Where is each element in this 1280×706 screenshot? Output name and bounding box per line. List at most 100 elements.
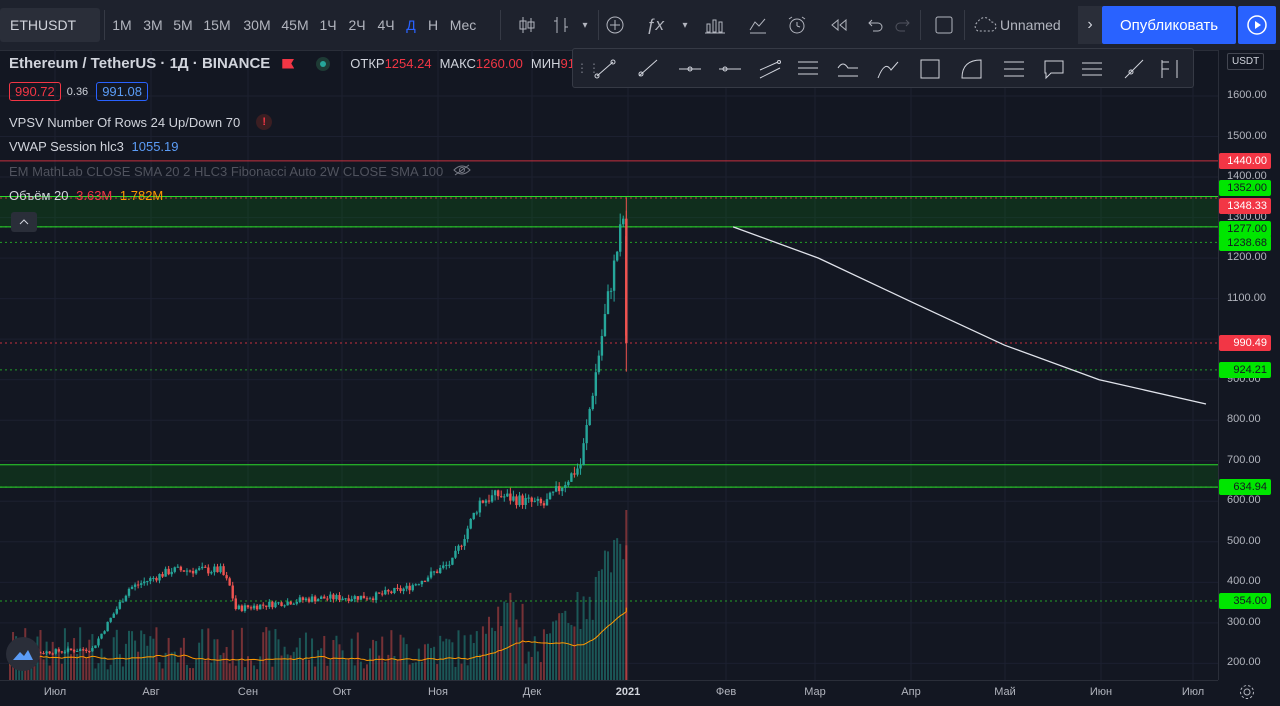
pitchfork-icon[interactable] <box>1079 56 1105 82</box>
publish-button[interactable]: Опубликовать <box>1102 6 1236 44</box>
candle-body <box>399 588 402 592</box>
candle-style-icon[interactable] <box>512 0 542 50</box>
symbol-search[interactable]: ETHUSDT <box>0 8 100 42</box>
candle-body <box>496 490 500 497</box>
replay-icon[interactable] <box>826 0 852 50</box>
candle-body <box>442 565 445 568</box>
horizontal-line-icon[interactable] <box>717 56 743 82</box>
curve-icon[interactable] <box>959 56 985 82</box>
interval-0[interactable]: 1M <box>112 17 132 33</box>
interval-4[interactable]: 30M <box>243 17 271 33</box>
flag-icon[interactable] <box>282 58 295 69</box>
tradingview-logo[interactable] <box>6 637 40 671</box>
candle-body <box>350 599 353 601</box>
error-icon[interactable]: ! <box>256 114 273 130</box>
templates-icon[interactable] <box>745 0 771 50</box>
volume-bar <box>460 663 463 680</box>
settings-gear-icon[interactable] <box>1238 683 1258 701</box>
fullscreen-icon[interactable] <box>930 0 958 50</box>
candle-body <box>121 601 125 603</box>
play-button[interactable] <box>1238 6 1276 44</box>
flat-top-icon[interactable] <box>835 56 861 82</box>
interval-10[interactable]: Н <box>427 17 439 33</box>
regression-icon[interactable] <box>795 56 821 82</box>
interval-2[interactable]: 5M <box>173 17 193 33</box>
indicator-em-mathlab[interactable]: EM MathLab CLOSE SMA 20 2 HLC3 Fibonacci… <box>9 164 471 179</box>
path-icon[interactable] <box>1121 56 1147 82</box>
interval-9[interactable]: Д <box>406 17 416 33</box>
price-label: 1352.00 <box>1219 180 1271 197</box>
price-axis[interactable]: USDT 1600.00 1500.00 1400.00 1300.00 1200.00… <box>1218 50 1280 680</box>
indicator-vpsv[interactable]: VPSV Number Of Rows 24 Up/Down 70 ! <box>9 114 273 130</box>
brush-icon[interactable] <box>875 56 901 82</box>
candle-body <box>88 651 91 653</box>
candle-body <box>158 574 161 581</box>
interval-1[interactable]: 3M <box>143 17 163 33</box>
parallel-channel-icon[interactable] <box>757 56 783 82</box>
collapse-legend-button[interactable] <box>11 212 37 232</box>
high-value: 1260.00 <box>475 56 523 71</box>
interval-7[interactable]: 2Ч <box>348 17 366 33</box>
candle-body <box>118 601 122 609</box>
financials-icon[interactable] <box>702 0 728 50</box>
interval-5[interactable]: 45M <box>281 17 309 33</box>
volume-bar <box>411 663 414 680</box>
candle-body <box>103 631 106 634</box>
currency-button[interactable]: USDT <box>1227 53 1265 70</box>
candle-body <box>231 585 234 599</box>
drag-handle-icon[interactable]: ⋮⋮ <box>576 61 600 75</box>
interval-11[interactable]: Мес <box>449 17 477 33</box>
chevron-down-icon[interactable]: ▾ <box>582 19 588 31</box>
volume-bar <box>573 626 576 680</box>
volume-bar <box>533 636 536 680</box>
price-tick: 200.00 <box>1227 656 1261 669</box>
candle-body <box>97 638 100 646</box>
volume-bar <box>539 662 542 680</box>
candle-body <box>402 588 405 592</box>
eye-hidden-icon[interactable] <box>453 164 471 179</box>
trend-line-icon[interactable] <box>593 56 619 82</box>
interval-8[interactable]: 4Ч <box>377 17 395 33</box>
candle-body <box>561 487 564 492</box>
volume-bar <box>225 646 228 680</box>
indicator-value: 3.63M <box>76 188 113 203</box>
price-label: 354.00 <box>1219 592 1271 609</box>
compare-plus-icon[interactable] <box>602 0 628 50</box>
bid-price-button[interactable]: 990.72 <box>9 82 61 101</box>
volume-bar <box>286 654 289 680</box>
indicators-fx-icon[interactable]: ƒx <box>646 15 664 34</box>
layout-name[interactable]: Unnamed <box>1000 17 1061 33</box>
volume-bar <box>408 664 411 680</box>
volume-bar <box>79 627 82 680</box>
chevron-down-icon[interactable]: ▾ <box>682 19 688 31</box>
ray-icon[interactable] <box>635 56 661 82</box>
alert-clock-icon[interactable] <box>784 0 810 50</box>
horizontal-ray-icon[interactable] <box>677 56 703 82</box>
volume-bar <box>356 632 359 680</box>
undo-icon[interactable] <box>862 0 888 50</box>
chart-type-icon[interactable] <box>546 0 576 50</box>
redo-icon[interactable] <box>890 0 916 50</box>
candle-body <box>509 493 512 501</box>
candle-body <box>554 486 558 492</box>
chevron-right-icon[interactable]: › <box>1078 6 1102 44</box>
price-chart[interactable] <box>0 50 1218 680</box>
candle-body <box>512 496 515 501</box>
candle-body <box>353 596 356 600</box>
symbol-title[interactable]: Ethereum / TetherUS · 1Д · BINANCE <box>9 55 271 72</box>
interval-6[interactable]: 1Ч <box>319 17 337 33</box>
interval-3[interactable]: 15M <box>203 17 231 33</box>
cloud-icon[interactable] <box>970 0 1000 50</box>
indicator-volume[interactable]: Объём 20 3.63M 1.782M <box>9 188 163 203</box>
volume-bar <box>210 662 213 680</box>
callout-icon[interactable] <box>1041 56 1067 82</box>
price-label: 1238.68 <box>1219 235 1271 252</box>
position-icon[interactable] <box>1157 56 1183 82</box>
ask-price-button[interactable]: 991.08 <box>96 82 148 101</box>
volume-bar <box>173 651 176 680</box>
indicator-vwap[interactable]: VWAP Session hlc3 1055.19 <box>9 139 179 154</box>
fib-icon[interactable] <box>1001 56 1027 82</box>
candle-body <box>588 409 591 426</box>
rectangle-icon[interactable] <box>917 56 943 82</box>
time-axis[interactable]: Июл Авг Сен Окт Ноя Дек 2021 Фев Мар Апр Май Июн Июл <box>0 680 1218 704</box>
